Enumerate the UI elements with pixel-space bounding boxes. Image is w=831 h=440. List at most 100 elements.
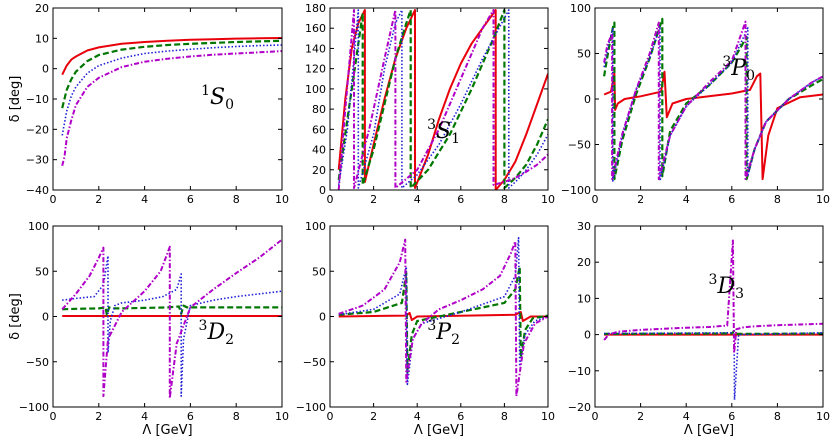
x-tick-label: 10 <box>275 410 289 423</box>
series-line <box>61 50 282 166</box>
y-tick-label: 20 <box>577 256 591 269</box>
panel-title-sup: 3 <box>722 54 731 70</box>
y-tick-label: 180 <box>305 2 326 15</box>
y-tick-label: −10 <box>26 93 49 106</box>
x-tick-label: 0 <box>327 410 334 423</box>
series-line <box>337 9 548 190</box>
series-line <box>62 304 282 316</box>
x-tick-label: 0 <box>50 193 57 206</box>
y-tick-label: 80 <box>312 103 326 116</box>
x-tick-label: 4 <box>414 193 421 206</box>
series-group <box>61 238 282 399</box>
series-line <box>338 237 548 386</box>
panel-title-sub: 2 <box>451 332 460 348</box>
x-tick-label: 0 <box>327 193 334 206</box>
x-axis-label: Λ [GeV] <box>414 423 464 438</box>
y-tick-label: 160 <box>305 22 326 35</box>
x-tick-label: 10 <box>816 193 830 206</box>
x-tick-label: 10 <box>541 193 555 206</box>
y-tick-label: 50 <box>35 265 49 278</box>
x-tick-label: 4 <box>683 410 690 423</box>
panel-title-sup: 3 <box>427 117 436 133</box>
y-tick-label: 0 <box>42 311 49 324</box>
x-tick-label: 8 <box>233 193 240 206</box>
x-tick-label: 0 <box>592 193 599 206</box>
series-line <box>61 44 282 136</box>
panel-title-main: S <box>210 85 225 110</box>
series-line <box>603 70 823 181</box>
y-tick-label: 20 <box>312 164 326 177</box>
series-line <box>603 20 823 181</box>
series-line <box>337 9 548 189</box>
y-tick-label: 10 <box>35 32 49 45</box>
panel-title-sup: 1 <box>201 83 210 99</box>
y-tick-label: 20 <box>35 2 49 15</box>
x-tick-label: 6 <box>728 410 735 423</box>
y-tick-label: 100 <box>570 2 591 15</box>
series-group <box>603 239 823 401</box>
series-group <box>337 8 548 190</box>
x-axis-label: Λ [GeV] <box>684 423 734 438</box>
y-tick-label: 100 <box>305 220 326 233</box>
panel-title-sup: 3 <box>199 318 208 334</box>
series-line <box>603 25 823 182</box>
panel-title-main: P <box>730 56 747 81</box>
x-tick-label: 0 <box>50 410 57 423</box>
panel-title: 3P0 <box>722 54 755 84</box>
x-tick-label: 0 <box>592 410 599 423</box>
y-tick-label: 100 <box>305 83 326 96</box>
x-tick-label: 8 <box>501 193 508 206</box>
y-tick-label: −50 <box>26 356 49 369</box>
x-tick-label: 6 <box>457 193 464 206</box>
x-tick-label: 4 <box>414 410 421 423</box>
x-tick-label: 8 <box>774 193 781 206</box>
y-tick-label: 50 <box>312 265 326 278</box>
series-line <box>61 238 282 399</box>
y-tick-label: −40 <box>26 184 49 197</box>
series-group <box>603 17 823 182</box>
series-group <box>338 237 548 398</box>
panel-title: 3P2 <box>427 318 460 348</box>
x-tick-label: 2 <box>637 193 644 206</box>
y-tick-label: 0 <box>584 329 591 342</box>
y-tick-label: 40 <box>312 144 326 157</box>
y-tick-label: −50 <box>303 356 326 369</box>
axes-frame <box>594 225 824 408</box>
y-axis-label: δ [deg] <box>8 293 23 340</box>
y-tick-label: −30 <box>26 154 49 167</box>
y-tick-label: 50 <box>577 48 591 61</box>
panel-title: 1S0 <box>201 83 234 113</box>
axes-frame <box>329 7 549 191</box>
x-tick-label: 4 <box>683 193 690 206</box>
x-tick-label: 2 <box>95 410 102 423</box>
x-tick-label: 6 <box>187 193 194 206</box>
axes-frame <box>52 7 283 191</box>
x-tick-label: 2 <box>637 410 644 423</box>
x-axis-label: Λ [GeV] <box>142 423 192 438</box>
y-tick-label: 0 <box>319 311 326 324</box>
x-tick-label: 2 <box>370 410 377 423</box>
y-tick-label: −100 <box>19 401 49 414</box>
y-tick-label: −50 <box>568 139 591 152</box>
x-tick-label: 10 <box>816 410 830 423</box>
y-tick-label: 60 <box>312 123 326 136</box>
x-tick-label: 2 <box>95 193 102 206</box>
panel-title-sub: 0 <box>746 68 755 84</box>
y-tick-label: 120 <box>305 63 326 76</box>
series-line <box>604 330 823 401</box>
series-line <box>603 239 823 354</box>
panel-title-main: S <box>436 119 451 144</box>
x-tick-label: 4 <box>141 193 148 206</box>
y-tick-label: 0 <box>42 63 49 76</box>
panel-title-sub: 1 <box>451 131 460 147</box>
y-tick-label: −100 <box>296 401 326 414</box>
y-tick-label: 0 <box>584 93 591 106</box>
x-tick-label: 6 <box>728 193 735 206</box>
panel-title-sup: 3 <box>709 272 718 288</box>
x-tick-label: 8 <box>233 410 240 423</box>
y-tick-label: 100 <box>28 220 49 233</box>
